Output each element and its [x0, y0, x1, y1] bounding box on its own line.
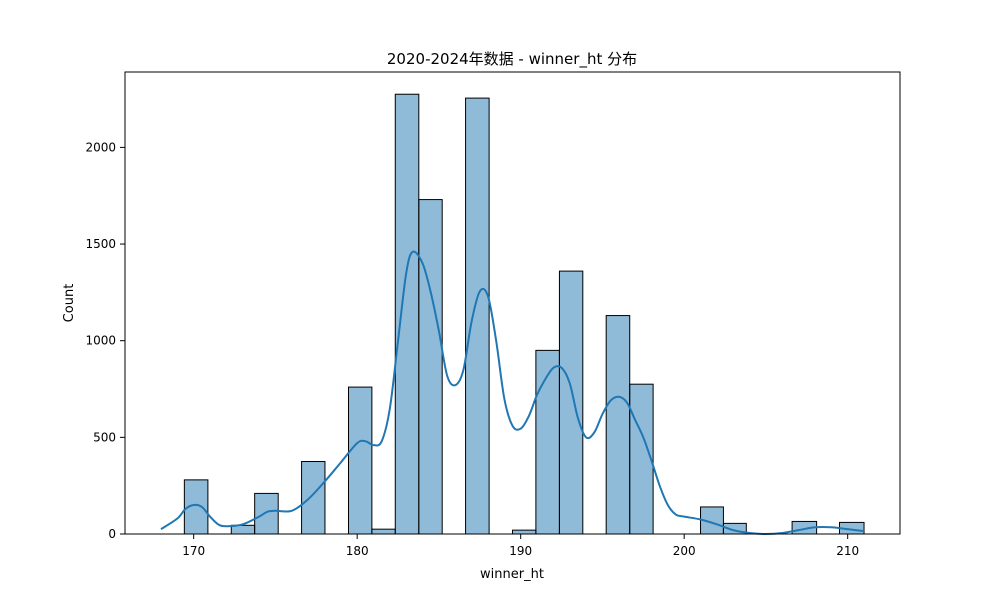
y-axis-label: Count: [62, 284, 77, 323]
kde-line: [160, 250, 865, 536]
x-tick-label: 190: [509, 544, 532, 558]
plot-frame: [124, 71, 901, 535]
x-tick-label: 210: [836, 544, 859, 558]
x-axis-label: winner_ht: [480, 567, 544, 582]
x-tick-label: 170: [182, 544, 205, 558]
bars-group: [183, 93, 865, 535]
chart-title: 2020-2024年数据 - winner_ht 分布: [387, 50, 637, 69]
histogram-bar: [301, 461, 326, 535]
y-tick-label: 2000: [85, 140, 116, 154]
histogram-bar: [394, 93, 420, 535]
histogram-bar: [418, 199, 443, 535]
y-axis: 0 500 1000 1500 2000: [85, 140, 125, 541]
histogram-bar: [629, 383, 654, 535]
x-tick-label: 180: [346, 544, 369, 558]
y-tick-label: 500: [93, 430, 116, 444]
y-tick-label: 0: [108, 527, 116, 541]
histogram-bar: [348, 386, 373, 535]
x-tick-label: 200: [673, 544, 696, 558]
histogram-bar: [371, 528, 396, 535]
y-tick-label: 1500: [85, 237, 116, 251]
histogram-bar: [512, 529, 537, 535]
histogram-bar: [558, 270, 584, 535]
x-axis: 170 180 190 200 210: [182, 534, 859, 558]
kde-group: [160, 250, 865, 536]
histogram-bar: [254, 492, 279, 535]
histogram-bar: [465, 97, 490, 535]
histogram-bar: [535, 349, 560, 535]
histogram-bar: [605, 315, 631, 535]
y-tick-label: 1000: [85, 334, 116, 348]
